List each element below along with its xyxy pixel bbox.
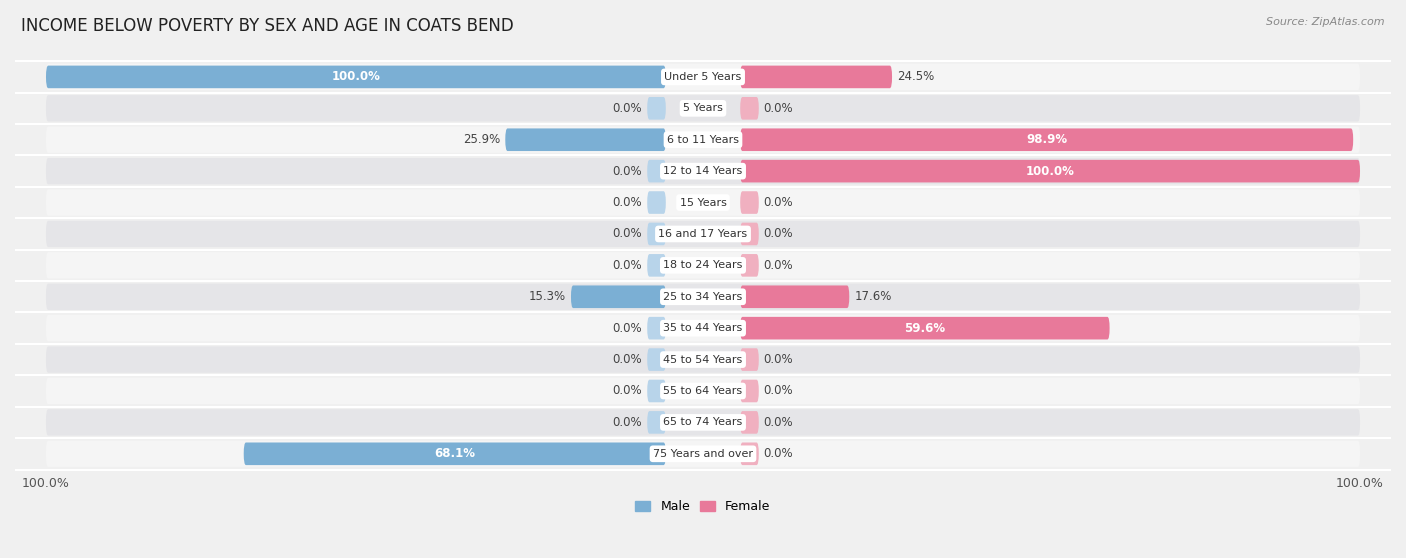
Text: 0.0%: 0.0% — [763, 259, 793, 272]
FancyBboxPatch shape — [740, 286, 849, 308]
Text: 75 Years and over: 75 Years and over — [652, 449, 754, 459]
FancyBboxPatch shape — [243, 442, 666, 465]
FancyBboxPatch shape — [505, 128, 666, 151]
FancyBboxPatch shape — [740, 160, 1360, 182]
Text: 55 to 64 Years: 55 to 64 Years — [664, 386, 742, 396]
Text: 0.0%: 0.0% — [763, 448, 793, 460]
FancyBboxPatch shape — [740, 348, 759, 371]
FancyBboxPatch shape — [647, 223, 666, 246]
Text: 6 to 11 Years: 6 to 11 Years — [666, 134, 740, 145]
Text: 0.0%: 0.0% — [613, 102, 643, 115]
Text: 17.6%: 17.6% — [855, 290, 891, 303]
Text: 0.0%: 0.0% — [763, 228, 793, 240]
FancyBboxPatch shape — [740, 411, 759, 434]
Text: 0.0%: 0.0% — [613, 165, 643, 177]
FancyBboxPatch shape — [740, 254, 759, 277]
Text: 12 to 14 Years: 12 to 14 Years — [664, 166, 742, 176]
Text: 0.0%: 0.0% — [613, 321, 643, 335]
Text: 0.0%: 0.0% — [763, 384, 793, 397]
FancyBboxPatch shape — [647, 379, 666, 402]
Text: 18 to 24 Years: 18 to 24 Years — [664, 261, 742, 271]
Text: 45 to 54 Years: 45 to 54 Years — [664, 354, 742, 364]
FancyBboxPatch shape — [740, 66, 891, 88]
Text: 15.3%: 15.3% — [529, 290, 567, 303]
FancyBboxPatch shape — [46, 315, 1360, 341]
FancyBboxPatch shape — [46, 221, 1360, 247]
FancyBboxPatch shape — [740, 97, 759, 119]
Text: 0.0%: 0.0% — [763, 416, 793, 429]
FancyBboxPatch shape — [740, 223, 759, 246]
FancyBboxPatch shape — [46, 127, 1360, 153]
FancyBboxPatch shape — [647, 97, 666, 119]
FancyBboxPatch shape — [46, 441, 1360, 467]
FancyBboxPatch shape — [740, 317, 1109, 339]
FancyBboxPatch shape — [740, 379, 759, 402]
FancyBboxPatch shape — [647, 411, 666, 434]
Text: 25 to 34 Years: 25 to 34 Years — [664, 292, 742, 302]
Text: 0.0%: 0.0% — [763, 102, 793, 115]
Text: 0.0%: 0.0% — [613, 196, 643, 209]
FancyBboxPatch shape — [46, 378, 1360, 404]
FancyBboxPatch shape — [740, 191, 759, 214]
Text: 16 and 17 Years: 16 and 17 Years — [658, 229, 748, 239]
FancyBboxPatch shape — [571, 286, 666, 308]
FancyBboxPatch shape — [46, 66, 666, 88]
Text: 65 to 74 Years: 65 to 74 Years — [664, 417, 742, 427]
Text: Under 5 Years: Under 5 Years — [665, 72, 741, 82]
FancyBboxPatch shape — [647, 191, 666, 214]
FancyBboxPatch shape — [740, 442, 759, 465]
Text: 0.0%: 0.0% — [613, 384, 643, 397]
Text: 0.0%: 0.0% — [613, 228, 643, 240]
FancyBboxPatch shape — [647, 160, 666, 182]
Text: 35 to 44 Years: 35 to 44 Years — [664, 323, 742, 333]
FancyBboxPatch shape — [46, 158, 1360, 184]
Text: 98.9%: 98.9% — [1026, 133, 1067, 146]
FancyBboxPatch shape — [46, 283, 1360, 310]
Text: 15 Years: 15 Years — [679, 198, 727, 208]
Text: 100.0%: 100.0% — [1025, 165, 1074, 177]
Text: 0.0%: 0.0% — [613, 416, 643, 429]
Text: INCOME BELOW POVERTY BY SEX AND AGE IN COATS BEND: INCOME BELOW POVERTY BY SEX AND AGE IN C… — [21, 17, 513, 35]
Text: 25.9%: 25.9% — [463, 133, 501, 146]
FancyBboxPatch shape — [46, 409, 1360, 436]
FancyBboxPatch shape — [46, 64, 1360, 90]
Text: 59.6%: 59.6% — [904, 321, 945, 335]
FancyBboxPatch shape — [647, 348, 666, 371]
Text: 0.0%: 0.0% — [613, 353, 643, 366]
FancyBboxPatch shape — [647, 317, 666, 339]
Text: 68.1%: 68.1% — [434, 448, 475, 460]
FancyBboxPatch shape — [46, 95, 1360, 122]
FancyBboxPatch shape — [647, 254, 666, 277]
Text: 5 Years: 5 Years — [683, 103, 723, 113]
Text: 0.0%: 0.0% — [763, 353, 793, 366]
Text: 24.5%: 24.5% — [897, 70, 934, 83]
Legend: Male, Female: Male, Female — [630, 496, 776, 518]
FancyBboxPatch shape — [740, 128, 1353, 151]
Text: 0.0%: 0.0% — [613, 259, 643, 272]
FancyBboxPatch shape — [46, 189, 1360, 216]
Text: Source: ZipAtlas.com: Source: ZipAtlas.com — [1267, 17, 1385, 27]
Text: 0.0%: 0.0% — [763, 196, 793, 209]
FancyBboxPatch shape — [46, 252, 1360, 278]
Text: 100.0%: 100.0% — [332, 70, 381, 83]
FancyBboxPatch shape — [46, 347, 1360, 373]
